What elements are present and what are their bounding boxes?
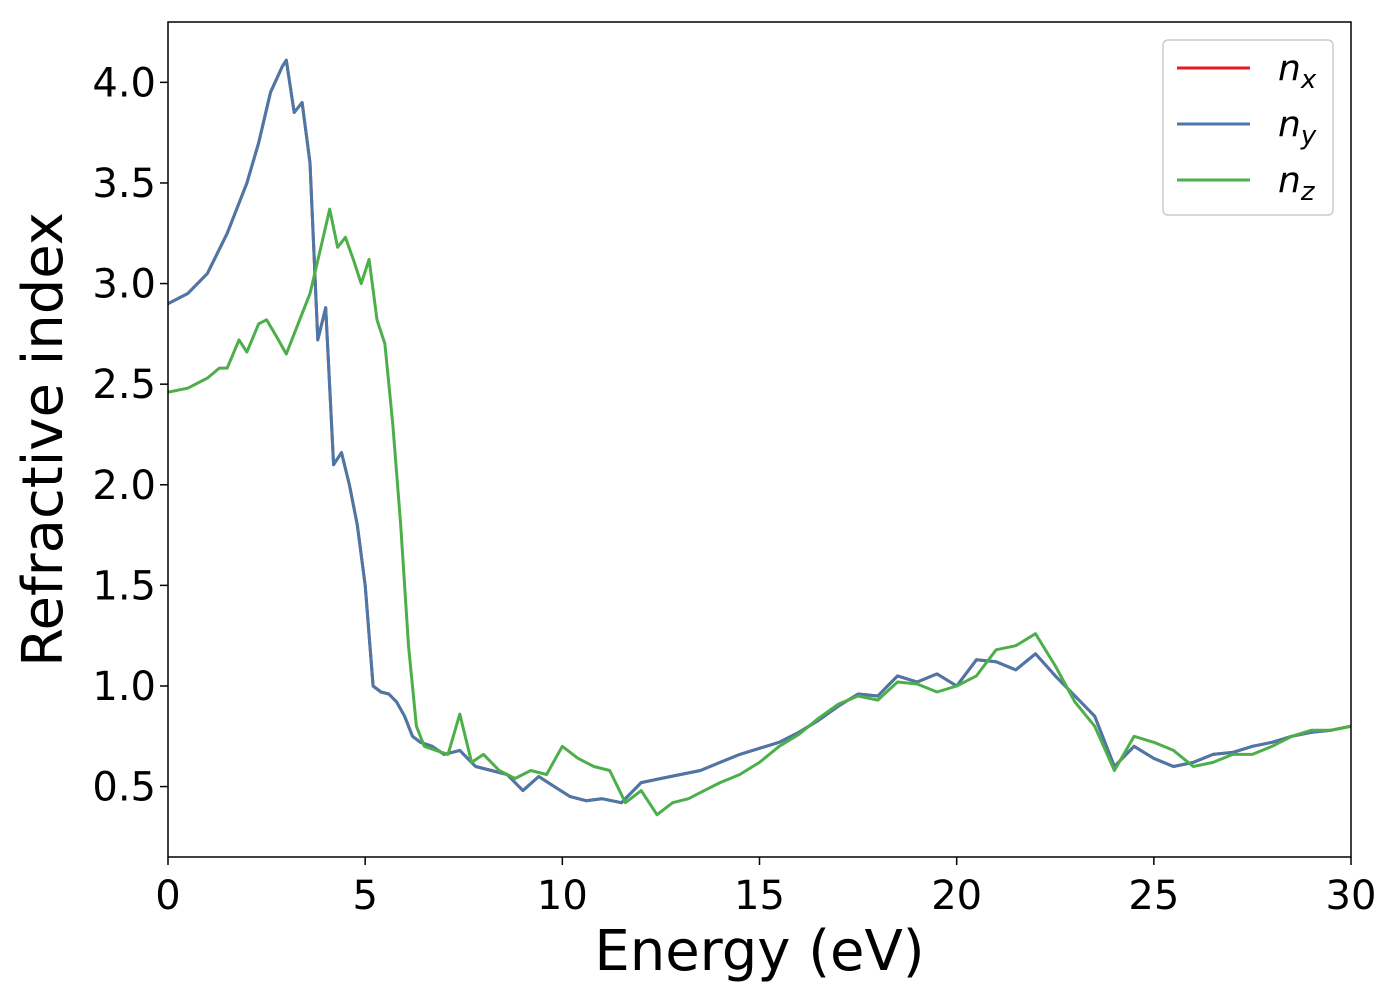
y-tick-label: 2.5 — [92, 362, 156, 408]
legend-label-nz: nz — [1278, 160, 1316, 207]
x-axis-title: Energy (eV) — [594, 919, 924, 984]
y-tick-label: 2.0 — [92, 463, 156, 509]
x-tick-label: 25 — [1128, 873, 1179, 919]
y-tick-label: 3.0 — [92, 262, 156, 308]
y-axis-title: Refractive index — [11, 212, 76, 667]
y-tick-label: 3.5 — [92, 161, 156, 207]
legend-label-nx: nx — [1278, 48, 1317, 95]
x-tick-label: 10 — [537, 873, 588, 919]
x-tick-label: 5 — [352, 873, 377, 919]
x-tick-label: 0 — [155, 873, 180, 919]
y-tick-label: 4.0 — [92, 60, 156, 106]
x-tick-label: 15 — [734, 873, 785, 919]
legend-label-ny: ny — [1278, 104, 1317, 151]
series-line-ny — [168, 58, 1351, 805]
y-tick-label: 0.5 — [92, 765, 156, 811]
legend-box — [1162, 39, 1334, 216]
x-tick-label: 20 — [931, 873, 982, 919]
legend: nx ny nz — [1162, 39, 1334, 216]
x-tick-label: 30 — [1326, 873, 1377, 919]
y-tick-label: 1.0 — [92, 664, 156, 710]
series-line-nz — [168, 207, 1351, 817]
y-tick-label: 1.5 — [92, 563, 156, 609]
